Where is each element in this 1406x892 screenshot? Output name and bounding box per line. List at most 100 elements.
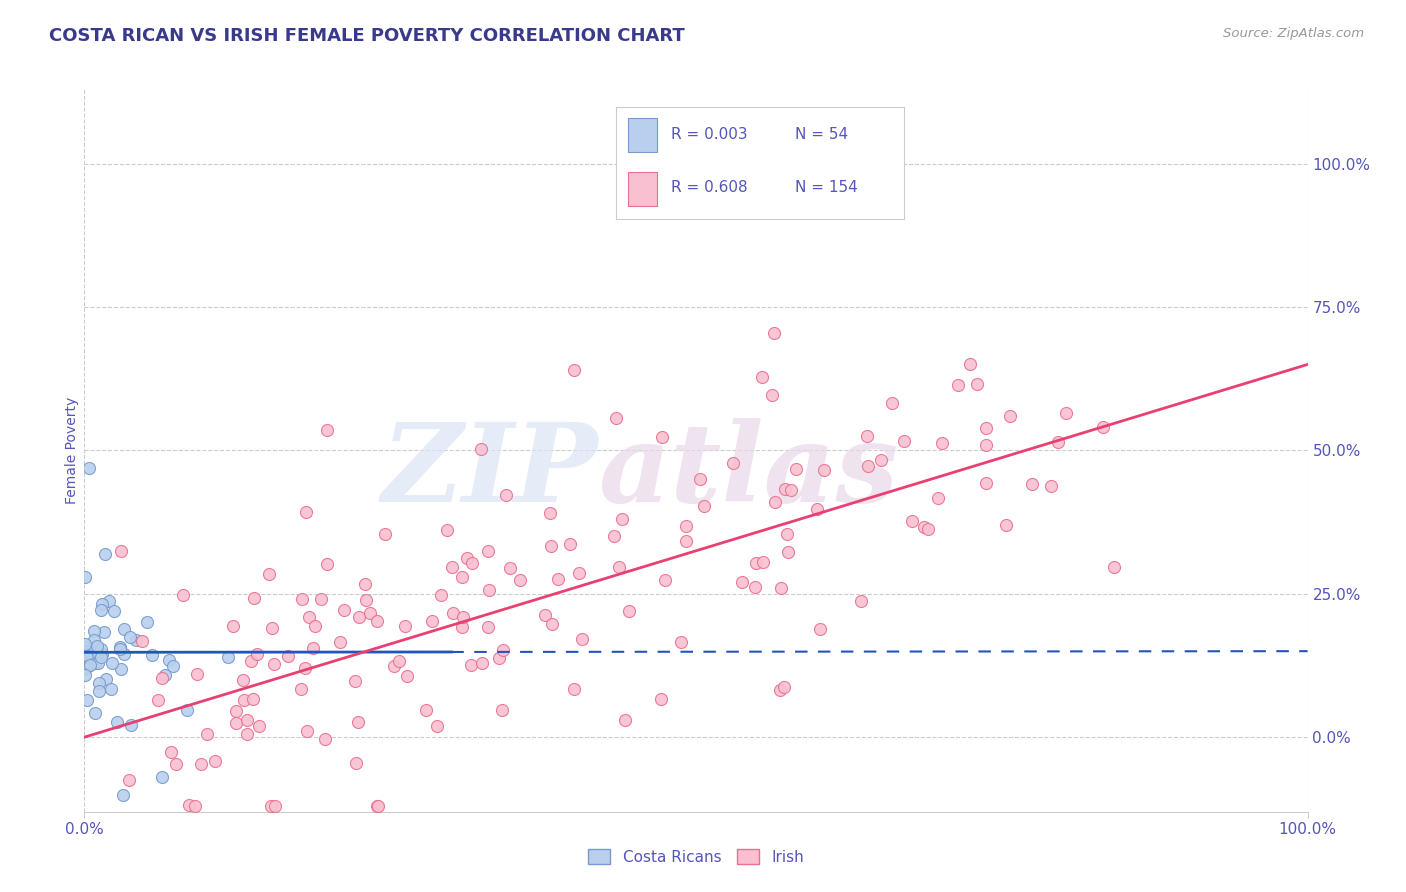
Point xyxy=(441,607,464,621)
Point xyxy=(436,523,458,537)
Point xyxy=(165,757,187,772)
Point xyxy=(478,582,501,597)
Point xyxy=(723,456,745,470)
Point xyxy=(222,619,245,633)
Point xyxy=(562,362,585,376)
Point xyxy=(94,672,117,686)
Point xyxy=(453,609,475,624)
Point xyxy=(966,377,988,392)
Point xyxy=(763,495,786,509)
Point xyxy=(974,438,997,452)
Point xyxy=(135,615,157,629)
Point xyxy=(73,640,96,654)
Point xyxy=(1054,406,1077,420)
Point xyxy=(426,719,449,733)
Point xyxy=(1000,409,1022,423)
Point xyxy=(217,649,239,664)
Point xyxy=(235,713,257,727)
Point xyxy=(931,436,953,450)
Point xyxy=(366,614,388,628)
Point xyxy=(246,647,269,661)
Point xyxy=(232,673,254,687)
Point xyxy=(242,692,264,706)
Point xyxy=(974,476,997,491)
Point xyxy=(612,512,634,526)
Point xyxy=(893,434,915,448)
Point xyxy=(396,669,419,683)
Point xyxy=(90,647,112,661)
Point xyxy=(359,606,381,620)
Point xyxy=(456,551,478,566)
Point xyxy=(394,619,416,633)
Point xyxy=(773,483,796,497)
Point xyxy=(540,539,562,553)
Point xyxy=(533,608,555,623)
Point xyxy=(179,798,201,813)
Point xyxy=(751,555,773,569)
Point xyxy=(204,754,226,768)
Point xyxy=(388,654,411,668)
Point xyxy=(603,529,626,543)
Point xyxy=(105,714,128,729)
Point xyxy=(184,799,207,814)
Point xyxy=(162,659,184,673)
Point xyxy=(912,520,935,534)
Point xyxy=(429,588,451,602)
Point xyxy=(76,693,98,707)
Point xyxy=(917,523,939,537)
Point xyxy=(354,592,377,607)
Point xyxy=(477,620,499,634)
Point xyxy=(488,651,510,665)
Point xyxy=(89,684,111,698)
Point xyxy=(471,656,494,670)
Point xyxy=(808,622,831,636)
Point xyxy=(294,504,316,518)
Point xyxy=(225,715,247,730)
Point xyxy=(870,453,893,467)
Point xyxy=(731,574,754,589)
Point xyxy=(346,715,368,730)
Point xyxy=(297,609,319,624)
Point xyxy=(568,566,591,580)
Point xyxy=(131,634,153,648)
Text: Source: ZipAtlas.com: Source: ZipAtlas.com xyxy=(1223,27,1364,40)
Point xyxy=(118,630,141,644)
Point xyxy=(76,648,98,663)
Point xyxy=(225,704,247,718)
Point xyxy=(354,577,377,591)
Point xyxy=(103,604,125,618)
Point xyxy=(1102,560,1125,574)
Point xyxy=(440,560,463,574)
Point xyxy=(146,693,169,707)
Point xyxy=(83,624,105,638)
Point xyxy=(571,632,593,646)
Point xyxy=(89,642,111,657)
Text: ZIP: ZIP xyxy=(381,418,598,526)
Point xyxy=(974,421,997,435)
Point xyxy=(87,656,110,670)
Point xyxy=(84,706,107,721)
Point xyxy=(75,668,97,682)
Point xyxy=(294,661,316,675)
Point xyxy=(901,514,924,528)
Point xyxy=(150,672,173,686)
Point xyxy=(547,572,569,586)
Point xyxy=(112,788,135,802)
Point xyxy=(460,658,482,673)
Point xyxy=(374,527,396,541)
Point xyxy=(110,662,132,676)
Point xyxy=(675,518,697,533)
Point xyxy=(112,648,135,662)
Point xyxy=(344,756,367,771)
Point xyxy=(84,656,107,670)
Point xyxy=(856,459,879,474)
Point xyxy=(415,703,437,717)
Point xyxy=(813,463,835,477)
Point xyxy=(314,732,336,747)
Point xyxy=(562,682,585,697)
Point xyxy=(82,648,104,662)
Point xyxy=(98,594,121,608)
Point xyxy=(751,370,773,384)
Point xyxy=(242,591,264,605)
Point xyxy=(297,723,319,738)
